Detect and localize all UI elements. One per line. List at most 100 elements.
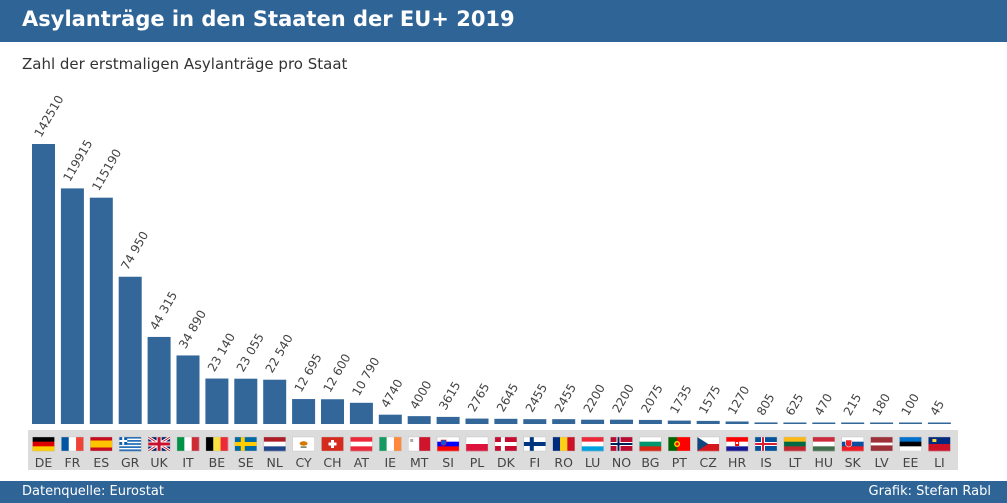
bar-nl bbox=[263, 379, 287, 424]
category-label-lt: LT bbox=[788, 455, 801, 470]
bar-sk bbox=[841, 422, 865, 424]
bar-si bbox=[436, 416, 460, 424]
lithuania-flag-icon bbox=[783, 436, 807, 452]
value-label-lt: 625 bbox=[783, 391, 807, 418]
poland-flag-icon bbox=[465, 436, 489, 452]
category-label-ee: EE bbox=[903, 455, 919, 470]
bar-fr bbox=[60, 188, 84, 424]
bar-lu bbox=[581, 419, 605, 424]
austria-flag-icon bbox=[350, 436, 373, 452]
bar-no bbox=[610, 419, 633, 424]
category-label-lv: LV bbox=[875, 455, 890, 470]
footer-bar: Datenquelle: Eurostat Grafik: Stefan Rab… bbox=[0, 481, 1007, 503]
value-label-fr: 119915 bbox=[60, 137, 95, 184]
france-flag-icon bbox=[61, 436, 84, 452]
finland-flag-icon bbox=[523, 436, 546, 452]
iceland-flag-icon bbox=[754, 436, 778, 452]
category-label-ch: CH bbox=[323, 455, 341, 470]
category-label-pl: PL bbox=[470, 455, 485, 470]
value-label-hu: 470 bbox=[812, 391, 836, 418]
liechtenstein-flag-icon bbox=[928, 436, 951, 452]
category-label-sk: SK bbox=[845, 455, 862, 470]
category-label-pt: PT bbox=[672, 455, 688, 470]
value-label-mt: 4000 bbox=[407, 378, 434, 411]
value-label-de: 142510 bbox=[31, 93, 66, 140]
category-label-mt: MT bbox=[410, 455, 429, 470]
category-label-hr: HR bbox=[728, 455, 746, 470]
value-label-nl: 22 540 bbox=[263, 332, 296, 375]
bar-ro bbox=[552, 419, 576, 424]
bar-bg bbox=[638, 419, 662, 424]
bar-lv bbox=[870, 422, 894, 424]
germany-flag-icon bbox=[32, 436, 55, 452]
hungary-flag-icon bbox=[812, 436, 835, 452]
italy-flag-icon bbox=[176, 436, 200, 452]
bar-ch bbox=[321, 399, 344, 424]
czechia-flag-icon bbox=[697, 436, 720, 452]
bar-be bbox=[205, 378, 229, 424]
bar-pl bbox=[465, 418, 489, 424]
value-label-it: 34 890 bbox=[176, 308, 209, 351]
value-label-no: 2200 bbox=[609, 382, 636, 415]
value-label-uk: 44 315 bbox=[147, 289, 180, 332]
chart-title: Asylanträge in den Staaten der EU+ 2019 bbox=[22, 7, 515, 31]
portugal-flag-icon bbox=[668, 436, 691, 452]
luxembourg-flag-icon bbox=[581, 436, 604, 452]
bar-dk bbox=[494, 418, 518, 424]
bar-cz bbox=[696, 420, 720, 424]
cyprus-flag-icon bbox=[292, 436, 315, 452]
bar-cy bbox=[292, 399, 316, 424]
value-label-lu: 2200 bbox=[581, 382, 608, 415]
value-label-pl: 2765 bbox=[465, 381, 492, 414]
value-label-dk: 2645 bbox=[494, 381, 521, 414]
netherlands-flag-icon bbox=[263, 436, 286, 452]
category-label-bg: BG bbox=[641, 455, 659, 470]
romania-flag-icon bbox=[552, 436, 575, 452]
bar-es bbox=[89, 197, 113, 424]
value-label-sk: 215 bbox=[841, 391, 865, 418]
source-note: Datenquelle: Eurostat bbox=[22, 484, 164, 499]
bar-se bbox=[234, 378, 258, 424]
slovenia-flag-icon bbox=[436, 436, 460, 452]
value-label-ee: 100 bbox=[898, 391, 922, 418]
category-label-de: DE bbox=[35, 455, 53, 470]
denmark-flag-icon bbox=[494, 436, 518, 452]
value-label-si: 3615 bbox=[436, 379, 463, 412]
title-bar: Asylanträge in den Staaten der EU+ 2019 bbox=[0, 0, 1007, 42]
category-label-es: ES bbox=[93, 455, 109, 470]
bar-at bbox=[349, 402, 373, 424]
sweden-flag-icon bbox=[234, 436, 258, 452]
value-label-ro: 2455 bbox=[552, 381, 579, 414]
value-label-cz: 1575 bbox=[696, 383, 723, 416]
category-label-dk: DK bbox=[497, 455, 516, 470]
malta-flag-icon bbox=[408, 436, 431, 452]
category-label-no: NO bbox=[612, 455, 631, 470]
category-label-si: SI bbox=[442, 455, 454, 470]
category-label-lu: LU bbox=[585, 455, 601, 470]
bar-pt bbox=[667, 420, 691, 424]
value-label-li: 45 bbox=[927, 398, 947, 418]
uk-flag-icon bbox=[147, 435, 171, 453]
value-label-is: 805 bbox=[754, 391, 778, 418]
value-label-hr: 1270 bbox=[725, 384, 752, 417]
category-label-uk: UK bbox=[150, 455, 168, 470]
croatia-flag-icon bbox=[725, 436, 749, 452]
category-label-hu: HU bbox=[815, 455, 834, 470]
chart-subtitle: Zahl der erstmaligen Asylanträge pro Sta… bbox=[22, 55, 348, 73]
spain-flag-icon bbox=[90, 436, 113, 452]
value-label-gr: 74 950 bbox=[118, 229, 151, 272]
bar-it bbox=[176, 355, 200, 424]
greece-flag-icon bbox=[118, 436, 142, 452]
value-label-fi: 2455 bbox=[523, 381, 550, 414]
category-label-cy: CY bbox=[296, 455, 313, 470]
category-label-be: BE bbox=[209, 455, 226, 470]
bar-ie bbox=[378, 414, 402, 424]
bar-li bbox=[927, 422, 951, 424]
value-label-bg: 2075 bbox=[638, 382, 665, 415]
belgium-flag-icon bbox=[205, 436, 229, 452]
value-label-lv: 180 bbox=[870, 391, 894, 418]
value-label-pt: 1735 bbox=[667, 383, 694, 416]
bar-is bbox=[754, 422, 778, 424]
bar-fi bbox=[523, 419, 547, 424]
